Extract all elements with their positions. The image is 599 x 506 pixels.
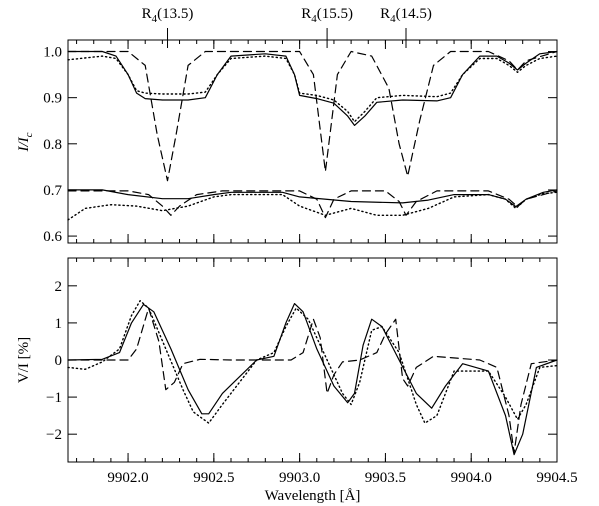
x-tick-label: 9904.5 bbox=[536, 470, 577, 486]
top-series-dotted-lower bbox=[67, 191, 558, 221]
bottom-y-tick-label: −2 bbox=[46, 427, 62, 443]
bottom-y-tick-label: −1 bbox=[46, 390, 62, 406]
x-tick-label: 9903.5 bbox=[365, 470, 406, 486]
bottom-series-dotted bbox=[67, 300, 558, 424]
bottom-y-tick-label: 1 bbox=[55, 316, 63, 332]
x-axis-title: Wavelength [Å] bbox=[265, 488, 361, 504]
top-y-tick-label: 0.9 bbox=[43, 91, 62, 107]
top-y-tick-label: 1.0 bbox=[43, 45, 62, 61]
bottom-y-tick-label: 2 bbox=[55, 279, 63, 295]
intensity-panel: 0.6 0.7 0.8 0.9 1.0 R4(13.5) R4(15.5) R4(14.5) I… bbox=[16, 6, 558, 245]
top-series-dashed-upper bbox=[67, 50, 558, 182]
line-marker-label: R4(15.5) bbox=[301, 6, 353, 25]
bottom-series-dashed bbox=[67, 307, 558, 454]
top-y-tick-label: 0.6 bbox=[43, 229, 62, 245]
x-tick-label: 9902.5 bbox=[193, 470, 234, 486]
bottom-plot-frame bbox=[67, 257, 558, 463]
x-tick-label: 9902.0 bbox=[107, 470, 148, 486]
line-marker-label: R4(13.5) bbox=[142, 6, 194, 25]
top-y-axis-title: I/Ic bbox=[16, 132, 35, 152]
bottom-y-axis-title: V/I [%] bbox=[16, 337, 32, 383]
top-series-solid-upper bbox=[67, 50, 558, 126]
top-y-tick-label: 0.8 bbox=[43, 137, 62, 153]
top-series-solid-lower bbox=[67, 189, 558, 208]
top-y-tick-label: 0.7 bbox=[43, 183, 62, 199]
x-tick-label: 9904.0 bbox=[451, 470, 492, 486]
top-series-dotted-upper bbox=[67, 55, 558, 123]
top-plot-frame bbox=[67, 39, 558, 244]
top-series-dashed-lower bbox=[67, 190, 558, 219]
bottom-series-solid bbox=[67, 303, 558, 456]
stokes-v-panel: −2 −1 0 1 2 V/I [%] 9902.0 9902.5 9903.0 9903.5 99… bbox=[16, 257, 578, 504]
line-marker-label: R4(14.5) bbox=[380, 6, 432, 25]
bottom-y-tick-label: 0 bbox=[55, 353, 63, 369]
x-tick-label: 9903.0 bbox=[279, 470, 320, 486]
